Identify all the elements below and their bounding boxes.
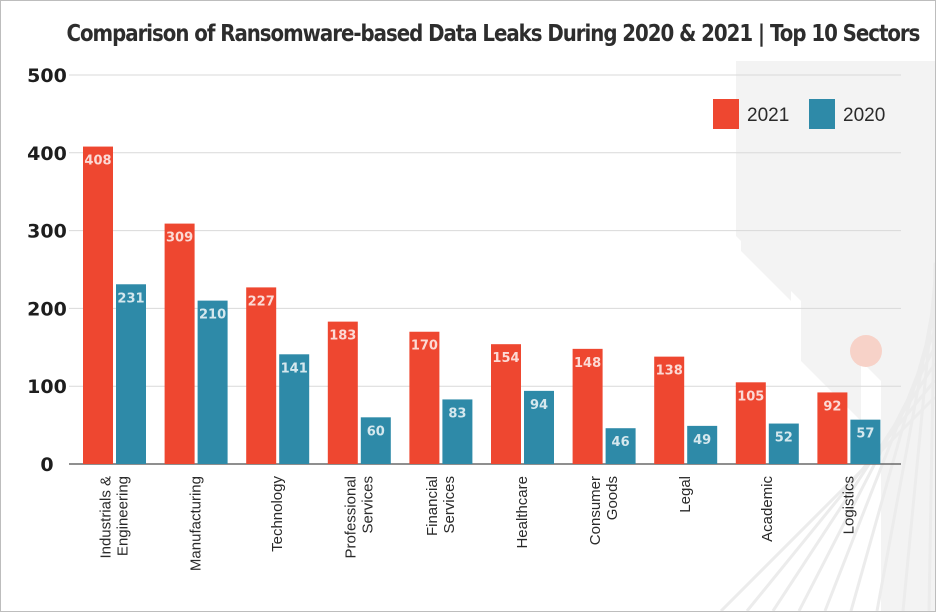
- x-tick-label: Professional: [342, 476, 359, 559]
- x-tick-label: Academic: [759, 476, 776, 542]
- bar-value-label-2020: 231: [117, 291, 144, 306]
- bar-2021: [572, 348, 603, 464]
- x-tick-group: Technology: [269, 476, 286, 552]
- y-tick-label: 500: [27, 65, 67, 87]
- x-tick-group: Logistics: [840, 476, 857, 534]
- y-axis-ticks: 0 100 200 300 400 500: [27, 65, 67, 476]
- bar-2021: [817, 392, 848, 464]
- x-tick-group: Industrials & Engineering: [98, 476, 132, 559]
- x-tick-label: Engineering: [115, 476, 132, 556]
- x-tick-label: Manufacturing: [188, 476, 205, 571]
- bar-2020: [687, 425, 718, 464]
- bar-2020: [442, 399, 473, 464]
- decor-stripe: [901, 279, 935, 611]
- bar-value-label-2021: 170: [411, 339, 438, 354]
- bar-2020: [768, 423, 799, 464]
- decor-circle: [850, 335, 882, 367]
- bar-value-label-2021: 138: [656, 364, 683, 379]
- bar-value-label-2021: 309: [166, 231, 193, 246]
- bar-2020: [605, 428, 636, 464]
- background-decoration: [719, 61, 935, 611]
- decor-stripe: [719, 395, 935, 611]
- legend-label-2021: 2021: [747, 105, 789, 126]
- y-tick-label: 100: [27, 376, 67, 398]
- bar-2021: [327, 321, 358, 464]
- x-tick-group: Healthcare: [514, 476, 531, 549]
- decor-stripe: [849, 312, 935, 611]
- x-tick-label: Legal: [677, 476, 694, 513]
- bar-2021: [735, 382, 766, 464]
- bar-value-label-2020: 210: [199, 308, 226, 323]
- y-tick-label: 0: [40, 454, 53, 476]
- decor-shape: [801, 121, 861, 421]
- bar-2020: [524, 390, 554, 464]
- y-tick-label: 400: [27, 143, 67, 165]
- bar-value-label-2021: 92: [823, 399, 841, 414]
- bar-value-label-2020: 46: [612, 435, 630, 450]
- x-tick-group: Consumer Goods: [587, 476, 621, 545]
- bar-2021: [83, 146, 113, 465]
- x-tick-group: Professional Services: [342, 476, 376, 559]
- x-tick-label: Logistics: [840, 476, 857, 534]
- x-tick-group: Manufacturing: [188, 476, 205, 571]
- bar-value-label-2020: 60: [367, 424, 385, 439]
- bar-value-label-2020: 94: [530, 398, 548, 413]
- bar-2020: [360, 417, 391, 464]
- x-tick-label: Services: [359, 476, 376, 534]
- bar-2021: [164, 223, 195, 464]
- x-tick-label: Technology: [269, 476, 286, 552]
- bar-value-label-2021: 154: [492, 351, 519, 366]
- x-tick-group: Financial Services: [424, 476, 458, 536]
- legend-swatch-2021: [713, 99, 739, 129]
- chart-title: Comparison of Ransomware-based Data Leak…: [66, 21, 921, 47]
- decor-stripe: [927, 262, 935, 611]
- bar-value-label-2021: 148: [574, 356, 601, 371]
- bar-2020: [279, 354, 310, 464]
- x-tick-label: Healthcare: [514, 476, 531, 549]
- bar-2021: [409, 331, 440, 464]
- legend-label-2020: 2020: [843, 105, 885, 126]
- y-tick-label: 200: [27, 298, 67, 320]
- x-tick-group: Academic: [759, 476, 776, 542]
- bars: 408 231 309 210 227 141 183 60 170 83 154 94 148 46 13…: [83, 146, 881, 465]
- x-tick-label: Consumer: [587, 476, 604, 545]
- bar-value-label-2020: 141: [281, 361, 308, 376]
- x-tick-label: Services: [441, 476, 458, 534]
- x-axis-ticks: Industrials & Engineering Manufacturing Tec…: [98, 476, 858, 572]
- bar-value-label-2021: 408: [84, 154, 111, 169]
- bar-2020: [850, 419, 881, 464]
- bar-value-label-2020: 49: [693, 433, 711, 448]
- bar-2020: [116, 284, 146, 464]
- x-tick-label: Financial: [424, 476, 441, 536]
- bar-value-label-2020: 52: [775, 431, 793, 446]
- bar-2021: [654, 356, 685, 464]
- bar-value-label-2021: 227: [248, 294, 275, 309]
- bar-2021: [246, 287, 277, 464]
- bar-value-label-2021: 105: [737, 389, 764, 404]
- x-tick-group: Legal: [677, 476, 694, 513]
- bar-value-label-2021: 183: [329, 329, 356, 344]
- bar-value-label-2020: 83: [448, 406, 466, 421]
- legend: 2021 2020: [713, 99, 885, 129]
- bar-2020: [197, 300, 228, 464]
- bar-value-label-2020: 57: [856, 427, 874, 442]
- x-tick-label: Goods: [604, 476, 621, 520]
- y-tick-label: 300: [27, 221, 67, 243]
- decor-stripe: [875, 295, 935, 611]
- x-tick-label: Industrials &: [98, 476, 115, 559]
- bar-2021: [491, 344, 521, 464]
- legend-swatch-2020: [809, 99, 835, 129]
- decor-shape: [741, 91, 791, 301]
